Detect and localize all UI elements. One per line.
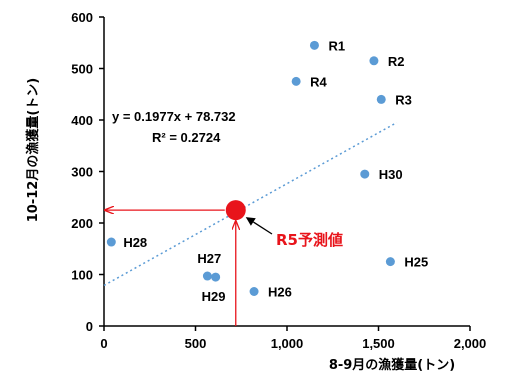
data-point: [211, 272, 221, 282]
x-axis-label: 8-9月の漁獲量(トン): [329, 357, 455, 373]
y-tick-label: 600: [71, 10, 93, 25]
y-axis-ticks: 0 100 200 300 400 500 600: [71, 10, 104, 334]
data-point: [369, 56, 379, 66]
data-point-label: R3: [395, 92, 412, 107]
data-point: [360, 169, 370, 179]
data-point: [202, 271, 212, 281]
data-point-label: H30: [379, 167, 403, 182]
y-tick-label: 200: [71, 216, 93, 231]
data-point-label: R4: [310, 74, 327, 89]
data-point: [249, 286, 259, 296]
data-point: [376, 94, 386, 104]
data-point: [385, 257, 395, 267]
prediction-label-arrowhead: [245, 217, 256, 226]
data-point: [291, 76, 301, 86]
y-tick-label: 100: [71, 268, 93, 283]
data-point: [106, 237, 116, 247]
data-point-label: H27: [197, 251, 221, 266]
y-tick-label: 0: [86, 319, 93, 334]
y-tick-label: 400: [71, 113, 93, 128]
data-point-label: R2: [388, 54, 405, 69]
data-point-label: H28: [123, 235, 147, 250]
trendline-equation: y = 0.1977x + 78.732: [112, 109, 236, 124]
y-tick-label: 300: [71, 165, 93, 180]
data-point: [309, 40, 319, 50]
prediction-label: R5予測値: [276, 231, 343, 249]
x-tick-label: 1,000: [271, 336, 304, 351]
x-axis-ticks: 0 500 1,000 1,500 2,000: [100, 326, 486, 351]
trendline: [103, 121, 398, 287]
x-tick-label: 0: [100, 336, 107, 351]
y-axis-label: 10-12月の漁獲量(トン): [25, 78, 41, 222]
data-point-label: H29: [202, 289, 226, 304]
trendline-r-squared: R² = 0.2724: [152, 130, 221, 145]
data-point-label: R1: [328, 38, 345, 53]
x-tick-label: 2,000: [454, 336, 487, 351]
x-tick-label: 500: [185, 336, 207, 351]
data-point-label: H25: [404, 255, 428, 270]
data-point-label: H26: [268, 284, 292, 299]
prediction-point: [225, 200, 246, 221]
y-tick-label: 500: [71, 62, 93, 77]
x-tick-label: 1,500: [362, 336, 395, 351]
prediction-label-arrow: [252, 221, 273, 235]
data-points: R1 R2 R4 R3 H30 H28 H25 H27 H29 H26: [106, 38, 428, 304]
